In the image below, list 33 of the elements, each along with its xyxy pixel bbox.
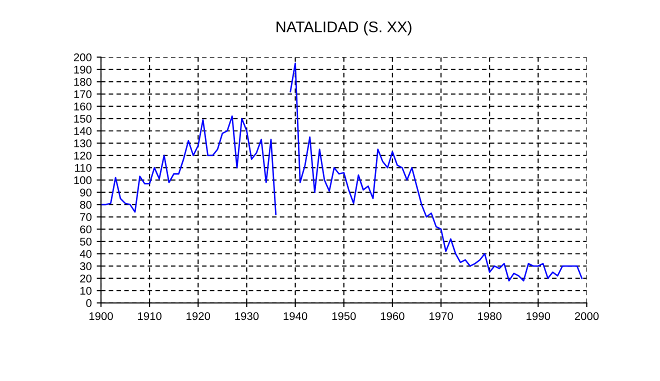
- y-tick-label: 90: [80, 188, 92, 196]
- y-tick-label: 170: [74, 90, 92, 98]
- y-tick-label: 200: [74, 53, 92, 62]
- y-tick-label: 130: [74, 139, 92, 148]
- x-tick-label: 1920: [186, 312, 210, 320]
- y-tick-label: 60: [80, 225, 92, 234]
- y-tick-label: 50: [80, 238, 92, 246]
- y-tick-label: 70: [80, 213, 92, 222]
- y-tick-label: 160: [74, 102, 92, 110]
- x-tick-label: 1950: [332, 312, 356, 320]
- chart-title: NATALIDAD (S. XX): [276, 21, 412, 36]
- x-tick-label: 1970: [430, 312, 453, 320]
- y-tick-label: 150: [74, 114, 92, 123]
- y-tick-label: 140: [74, 127, 92, 136]
- y-tick-label: 180: [74, 78, 92, 86]
- y-tick-label: 100: [74, 176, 92, 184]
- x-tick-label: 1910: [138, 312, 162, 320]
- x-tick-label: 1990: [526, 312, 550, 320]
- x-tick-label: 1980: [478, 312, 502, 320]
- y-tick-label: 40: [80, 250, 92, 258]
- y-tick-label: 120: [74, 152, 92, 160]
- x-tick-label: 1960: [380, 312, 404, 320]
- y-tick-label: 110: [75, 164, 92, 172]
- y-tick-label: 80: [80, 200, 92, 209]
- y-tick-label: 10: [80, 286, 92, 295]
- y-tick-label: 190: [74, 66, 92, 74]
- x-tick-label: 1900: [89, 312, 113, 320]
- y-tick-label: 0: [86, 299, 92, 308]
- x-tick-label: 2000: [574, 312, 599, 320]
- x-tick-label: 1940: [284, 312, 308, 320]
- y-tick-label: 30: [80, 262, 92, 270]
- x-tick-label: 1930: [235, 312, 259, 320]
- y-tick-label: 20: [80, 274, 92, 282]
